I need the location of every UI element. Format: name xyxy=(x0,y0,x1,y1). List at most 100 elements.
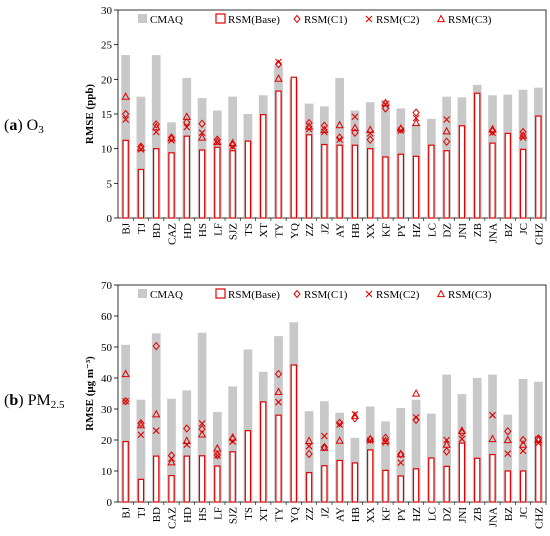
panel-b-marker-x-bz xyxy=(504,450,512,458)
panel-b-marker-diamond-bj xyxy=(121,396,130,406)
panel-b-marker-triangle-bz xyxy=(503,435,512,444)
panel-a-bar-rsm-base-xx xyxy=(367,148,374,219)
panel-a-marker-x-ay-stroke-2 xyxy=(336,136,344,144)
panel-a-bar-rsm-base-bd xyxy=(153,148,160,219)
panel-b-bar-rsm-base-zb xyxy=(474,457,481,503)
panel-a-xtick-label-caz: CAZ xyxy=(167,223,179,245)
panel-a-bar-rsm-base-jna xyxy=(489,142,496,219)
panel-a-ytick-label-3: 15 xyxy=(101,109,113,121)
panel-b-y-axis-label: RMSE (μg m⁻³) xyxy=(84,356,96,431)
panel-b-letter: b xyxy=(9,392,19,409)
panel-b-bar-rsm-base-caz xyxy=(168,475,175,503)
panel-b-marker-x-jna xyxy=(489,411,496,419)
panel-b-marker-x-sjz xyxy=(229,438,237,445)
panel-b-bar-rsm-base-zz xyxy=(305,471,313,503)
panel-a-bar-rsm-base-jz xyxy=(321,143,328,219)
panel-b-marker-diamond-hd xyxy=(183,424,191,433)
panel-b-marker-x-jz-stroke-2 xyxy=(320,432,328,440)
panel-b-bar-rsm-base-xt xyxy=(260,401,267,503)
panel-a-xtick-label-zb: ZB xyxy=(472,223,484,237)
panel-a-bar-rsm-base-lc xyxy=(428,144,435,219)
panel-a-marker-triangle-kf xyxy=(381,98,390,107)
panel-a-marker-diamond-bd xyxy=(152,120,160,129)
panel-a-bar-rsm-base-jni xyxy=(458,125,466,219)
panel-b-bar-rsm-base-bz xyxy=(504,470,511,503)
panel-b-xtick-label-caz: CAZ xyxy=(167,507,179,529)
panel-b-marker-x-lf xyxy=(213,452,221,459)
panel-a-legend-rsm-c3-swatch xyxy=(436,14,446,23)
panel-b-marker-x-bj-stroke-2 xyxy=(122,397,130,405)
panel-b-marker-x-hs-stroke-2 xyxy=(198,420,206,427)
panel-a-ytick-label-4: 20 xyxy=(101,74,113,86)
panel-b-xtick-label-dz: DZ xyxy=(442,507,454,522)
panel-b-marker-x-dz-stroke-2 xyxy=(443,436,451,444)
panel-b-bar-rsm-base-ts xyxy=(244,430,252,503)
panel-a-marker-x-dz-stroke-2 xyxy=(443,116,451,123)
panel-b-bar-rsm-base-hz xyxy=(412,468,420,503)
panel-a-bar-rsm-base-tj xyxy=(137,168,145,219)
panel-a-marker-diamond-hz xyxy=(412,108,420,117)
panel-b-legend-cmaq-label: CMAQ xyxy=(150,289,183,301)
panel-b-xtick-label-hs: HS xyxy=(197,507,209,521)
panel-b-marker-x-hz-stroke-2 xyxy=(412,413,420,421)
panel-a-bar-rsm-base-hd xyxy=(183,135,190,219)
panel-a-xtick-label-dz: DZ xyxy=(442,223,454,238)
panel-b-marker-x-bz-stroke-2 xyxy=(504,450,512,458)
panel-a-xtick-label-bd: BD xyxy=(151,223,163,238)
panel-a-marker-x-sjz xyxy=(229,143,237,150)
panel-b-xtick-label-xt: XT xyxy=(258,507,270,522)
panel-a-xtick-label-kf: KF xyxy=(381,223,393,237)
panel-b-marker-triangle-caz xyxy=(167,457,176,466)
panel-b-ytick-label-2: 20 xyxy=(101,435,113,447)
panel-a-bar-rsm-base-sjz xyxy=(229,150,236,219)
panel-b-bar-cmaq-py xyxy=(396,408,406,502)
panel-b-xtick-label-chz: CHZ xyxy=(533,507,545,529)
panel-a-bar-cmaq-bj xyxy=(121,55,130,218)
panel-a-marker-x-hb-stroke-2 xyxy=(351,113,359,121)
panel-a-legend-rsm-c2-swatch xyxy=(365,15,373,23)
panel-b-marker-triangle-hs xyxy=(197,429,207,438)
panel-a-marker-x-dz xyxy=(443,116,451,123)
panel-a-ytick-label-6: 30 xyxy=(101,5,113,17)
panel-a-legend-rsm-c1-label: RSM(C1) xyxy=(304,14,348,26)
panel-b-bar-cmaq-bd xyxy=(151,333,161,502)
panel-a-bar-cmaq-tj xyxy=(136,96,146,218)
panel-a-bar-rsm-base-hs xyxy=(198,149,206,219)
panel-b-legend-rsm-c1-label: RSM(C1) xyxy=(304,289,348,301)
panel-b-marker-triangle-chz xyxy=(534,435,543,444)
panel-a-legend-rsm-c2-swatch-stroke-2 xyxy=(365,15,373,23)
panel-a-legend-rsm-base-swatch xyxy=(215,13,226,24)
panel-b-marker-x-tj-stroke-2 xyxy=(137,431,145,439)
panel-b-xtick-label-xx: XX xyxy=(365,507,377,523)
panel-b-legend-rsm-c2-swatch xyxy=(365,290,373,298)
panel-b-bar-cmaq-hs xyxy=(197,332,207,502)
panel-a-xtick-label-tj: TJ xyxy=(136,222,148,234)
panel-a-marker-x-hs-stroke-2 xyxy=(198,129,206,137)
panel-b-bar-cmaq-jna xyxy=(488,374,497,502)
panel-a-plot-frame xyxy=(117,9,547,219)
panel-a-marker-diamond-hs xyxy=(198,119,206,128)
panel-a-marker-triangle-zz xyxy=(304,121,314,130)
panel-a-xtick-label-ay: AY xyxy=(335,223,347,238)
panel-b-xtick-label-ty: TY xyxy=(274,507,286,522)
panel-a-bar-cmaq-bd xyxy=(151,55,161,218)
panel-b-xtick-label-hb: HB xyxy=(350,507,362,522)
panel-a-legend-rsm-c2-label: RSM(C2) xyxy=(376,14,420,26)
panel-a-legend-rsm-c1-swatch xyxy=(293,14,301,24)
panel-b-marker-x-dz xyxy=(443,436,451,444)
panel-a-ytick-label-5: 25 xyxy=(101,40,113,52)
panel-b-marker-x-py xyxy=(397,459,405,467)
panel-b-marker-x-jc-stroke-2 xyxy=(519,447,527,455)
panel-a-bar-rsm-base-ts xyxy=(244,140,252,219)
panel-a-marker-diamond-jz xyxy=(320,121,329,131)
panel-b-bar-cmaq-ts xyxy=(243,349,253,502)
panel-b-legend-rsm-c3-label: RSM(C3) xyxy=(448,289,492,301)
panel-a-marker-x-xx-stroke-2 xyxy=(366,130,374,137)
panel-b-bar-cmaq-zb xyxy=(472,378,482,502)
panel-b-bar-cmaq-ay xyxy=(335,412,344,502)
panel-b-marker-x-zz-stroke-2 xyxy=(305,442,313,450)
panel-a-marker-diamond-ay xyxy=(335,133,344,142)
panel-b-xtick-label-jna: JNA xyxy=(488,507,500,527)
